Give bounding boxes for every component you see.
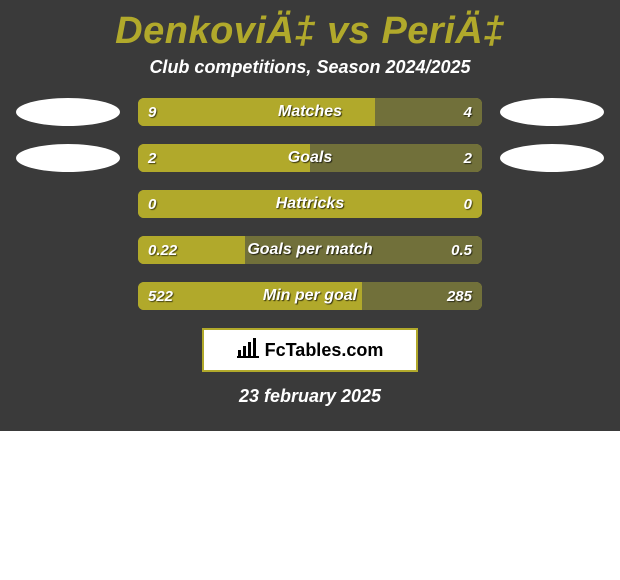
avatar-spacer [500,282,604,310]
brand-badge[interactable]: FcTables.com [202,328,418,372]
stat-row: 94Matches [0,98,620,126]
value-right: 4 [454,98,482,126]
brand-text: FcTables.com [265,340,384,361]
rows-container: 94Matches22Goals00Hattricks0.220.5Goals … [0,98,620,310]
page-title: DenkoviÄ‡ vs PeriÄ‡ [0,0,620,57]
subtitle: Club competitions, Season 2024/2025 [0,57,620,98]
value-right: 0.5 [441,236,482,264]
stat-row: 522285Min per goal [0,282,620,310]
stat-row: 0.220.5Goals per match [0,236,620,264]
bar-left-fill [138,98,375,126]
date-text: 23 february 2025 [0,386,620,407]
value-left: 9 [138,98,166,126]
player-left-avatar [16,144,120,172]
value-left: 522 [138,282,183,310]
value-left: 0.22 [138,236,187,264]
avatar-spacer [16,282,120,310]
stat-bar: 94Matches [138,98,482,126]
avatar-spacer [500,190,604,218]
player-left-avatar [16,98,120,126]
stat-bar: 0.220.5Goals per match [138,236,482,264]
player-right-avatar [500,144,604,172]
avatar-spacer [500,236,604,264]
value-right: 285 [437,282,482,310]
value-right: 2 [454,144,482,172]
stat-row: 22Goals [0,144,620,172]
value-left: 2 [138,144,166,172]
stat-row: 00Hattricks [0,190,620,218]
comparison-card: DenkoviÄ‡ vs PeriÄ‡ Club competitions, S… [0,0,620,431]
stat-bar: 00Hattricks [138,190,482,218]
value-left: 0 [138,190,166,218]
player-right-avatar [500,98,604,126]
avatar-spacer [16,236,120,264]
stat-bar: 22Goals [138,144,482,172]
chart-icon [237,338,259,363]
avatar-spacer [16,190,120,218]
value-right: 0 [454,190,482,218]
bar-left-fill [138,190,482,218]
stat-bar: 522285Min per goal [138,282,482,310]
